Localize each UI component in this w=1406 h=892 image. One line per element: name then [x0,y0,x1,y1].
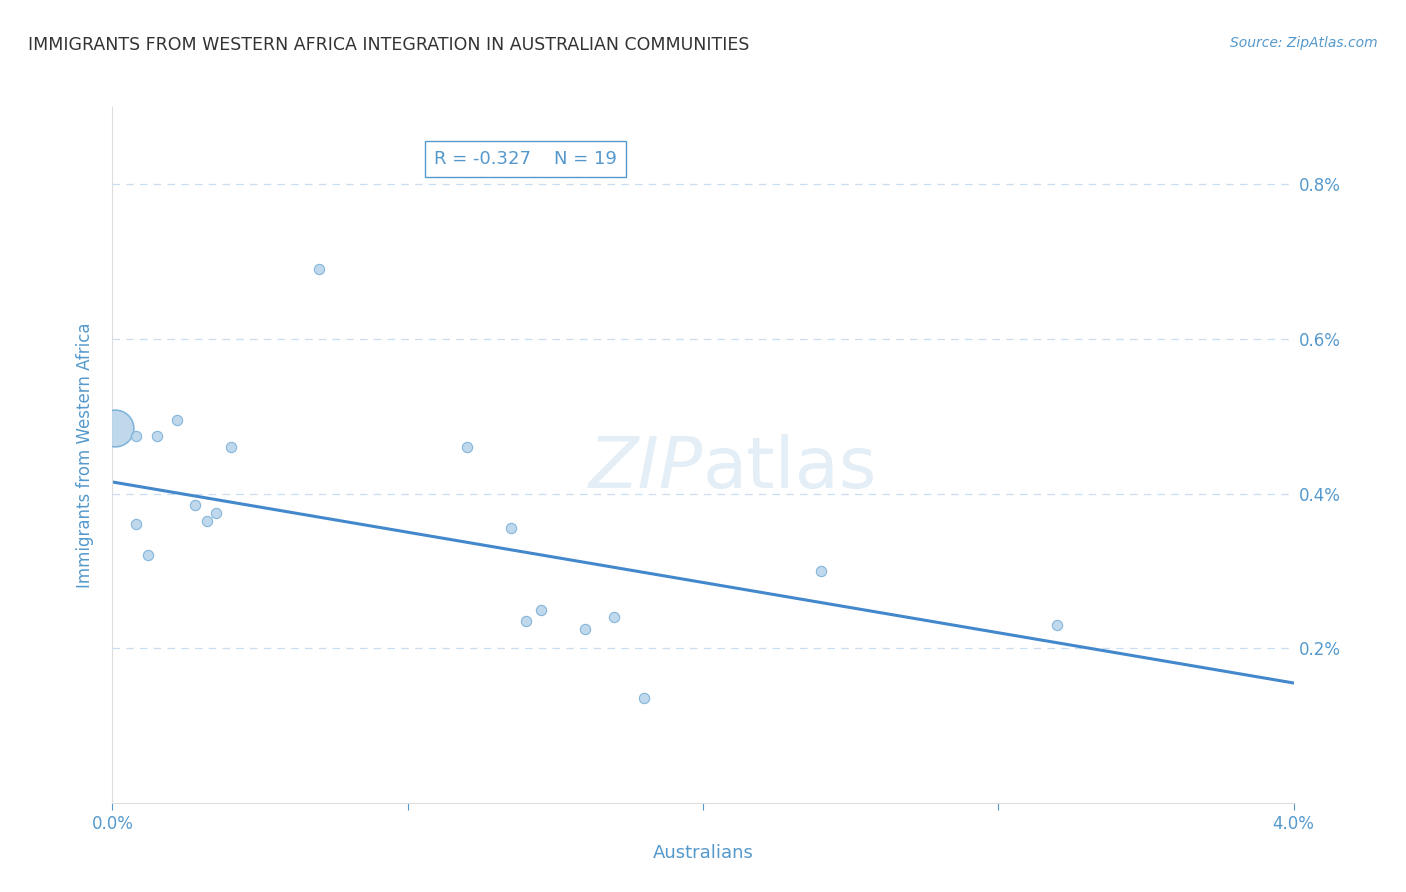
Point [219,440,242,454]
Point [810,564,832,578]
Point [456,440,478,454]
Point [515,614,537,628]
Text: Source: ZipAtlas.com: Source: ZipAtlas.com [1230,36,1378,50]
Point [125,517,148,532]
Point [1046,618,1069,632]
Point [529,602,551,616]
Point [205,506,228,520]
Point [166,413,188,427]
Point [195,514,218,528]
Text: IMMIGRANTS FROM WESTERN AFRICA INTEGRATION IN AUSTRALIAN COMMUNITIES: IMMIGRANTS FROM WESTERN AFRICA INTEGRATI… [28,36,749,54]
Point [184,498,207,512]
Point [501,521,523,535]
Point [104,421,127,435]
Point [603,610,626,624]
Point [146,428,169,442]
Point [633,691,655,706]
Point [574,622,596,636]
Point [125,428,148,442]
Point [308,262,330,277]
Text: atlas: atlas [703,434,877,503]
Point [136,549,159,563]
X-axis label: Australians: Australians [652,844,754,862]
Text: R = -0.327    N = 19: R = -0.327 N = 19 [434,150,617,169]
Text: ZIP: ZIP [589,434,703,503]
Y-axis label: Immigrants from Western Africa: Immigrants from Western Africa [76,322,94,588]
